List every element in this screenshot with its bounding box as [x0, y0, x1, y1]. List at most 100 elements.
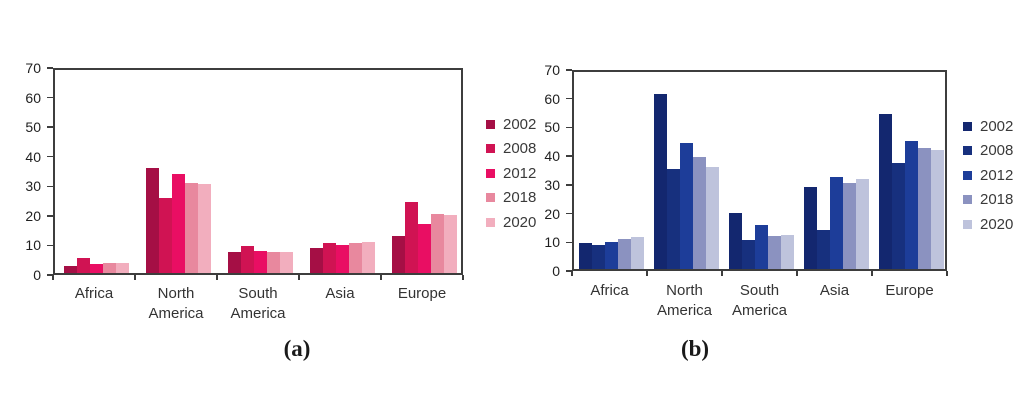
bar-2008 [817, 230, 830, 269]
legend-swatch [963, 170, 972, 180]
legend-item: 2018 [486, 186, 536, 211]
y-axis-label: 60 [25, 89, 41, 106]
caption-a: (a) [283, 336, 311, 361]
bar-2002 [729, 213, 742, 269]
legend-swatch [963, 146, 972, 156]
y-axis-label: 50 [25, 119, 41, 136]
y-axis-label: 20 [544, 205, 560, 222]
bar-2020 [931, 149, 944, 269]
x-axis-tick [52, 275, 54, 280]
bar-2012 [417, 224, 431, 273]
bar-2008 [76, 258, 90, 273]
y-axis-tick [47, 155, 53, 158]
bar-2020 [115, 262, 129, 273]
bar-group [874, 72, 949, 269]
y-axis-label: 10 [25, 237, 41, 254]
legend-item: 2002 [963, 114, 1013, 139]
legend-swatch [486, 168, 495, 178]
y-axis-tick [47, 244, 53, 247]
bar-group [137, 70, 219, 273]
bar-2020 [443, 215, 457, 273]
bar-2008 [240, 246, 254, 273]
x-axis-tick [216, 275, 218, 280]
legend-item: 2012 [963, 163, 1013, 188]
y-axis-label: 70 [25, 60, 41, 76]
category-label: Africa [590, 282, 629, 299]
legend-item: 2008 [963, 139, 1013, 164]
y-axis-label: 30 [25, 178, 41, 195]
legend-item: 2008 [486, 137, 536, 162]
legend-swatch [486, 144, 495, 154]
y-axis-label: 30 [544, 176, 560, 193]
bar-group [724, 72, 799, 269]
y-axis-tick [47, 185, 53, 188]
legend-swatch [486, 193, 495, 203]
bar-2018 [768, 235, 781, 269]
category-label: South America [731, 282, 788, 320]
bar-2012 [830, 177, 843, 269]
y-axis-tick [47, 126, 53, 128]
bar-2002 [654, 93, 667, 269]
bar-2020 [706, 167, 719, 269]
y-axis-label: 10 [544, 234, 560, 251]
bar-2012 [680, 142, 693, 269]
bar-2018 [102, 262, 116, 273]
y-axis-tick [566, 270, 572, 272]
legend-item: 2018 [963, 188, 1013, 213]
category-label: Africa [74, 285, 114, 302]
bar-2002 [145, 168, 159, 273]
y-axis-label: 0 [552, 263, 560, 279]
x-axis-tick [462, 275, 464, 280]
legend-item: 2002 [486, 112, 536, 137]
bar-2002 [309, 247, 323, 273]
legend-label: 2012 [980, 166, 1014, 184]
y-axis-tick [566, 126, 572, 129]
category-label: South America [230, 285, 286, 323]
plot-area-b [572, 70, 947, 271]
bar-group [383, 70, 465, 273]
legend-label: 2018 [503, 189, 537, 207]
bar-2020 [279, 252, 293, 273]
legend-label: 2018 [980, 191, 1014, 209]
category-label: Europe [397, 285, 447, 302]
y-axis-tick [566, 241, 572, 244]
bar-2008 [322, 243, 336, 273]
bar-2008 [892, 162, 905, 269]
y-axis-label: 50 [544, 119, 560, 136]
legend-item: 2020 [963, 212, 1013, 237]
x-axis-tick [298, 275, 300, 280]
legend-b: 2002 2008 2012 2018 2020 [963, 114, 1013, 237]
legend-label: 2002 [503, 115, 537, 133]
x-axis-tick [946, 271, 948, 276]
bar-2012 [905, 141, 918, 269]
bar-group [574, 72, 649, 269]
bar-group [55, 70, 137, 273]
bar-2008 [592, 245, 605, 269]
bar-2020 [856, 178, 869, 269]
y-axis-tick [47, 274, 53, 276]
legend-label: 2008 [503, 140, 537, 158]
bar-2008 [742, 240, 755, 269]
y-axis-tick [566, 212, 572, 215]
y-axis-tick [566, 155, 572, 157]
x-axis-tick [871, 271, 873, 276]
bar-2012 [335, 244, 349, 273]
y-axis-label: 0 [33, 267, 41, 283]
y-axis-tick [566, 97, 572, 100]
x-axis-tick [380, 275, 382, 280]
bar-2012 [171, 173, 185, 273]
bar-2018 [184, 182, 198, 273]
bar-2020 [781, 234, 794, 269]
x-axis-tick [646, 271, 648, 276]
x-axis-tick [721, 271, 723, 276]
bar-2018 [843, 182, 856, 269]
plot-area-a [53, 68, 463, 275]
bar-2020 [197, 184, 211, 273]
legend-label: 2002 [980, 117, 1014, 135]
category-label: Europe [885, 282, 934, 299]
legend-swatch [963, 121, 972, 131]
bar-2018 [348, 243, 362, 273]
y-axis-tick [47, 96, 53, 99]
legend-swatch [963, 219, 972, 229]
y-axis-tick [566, 184, 572, 186]
